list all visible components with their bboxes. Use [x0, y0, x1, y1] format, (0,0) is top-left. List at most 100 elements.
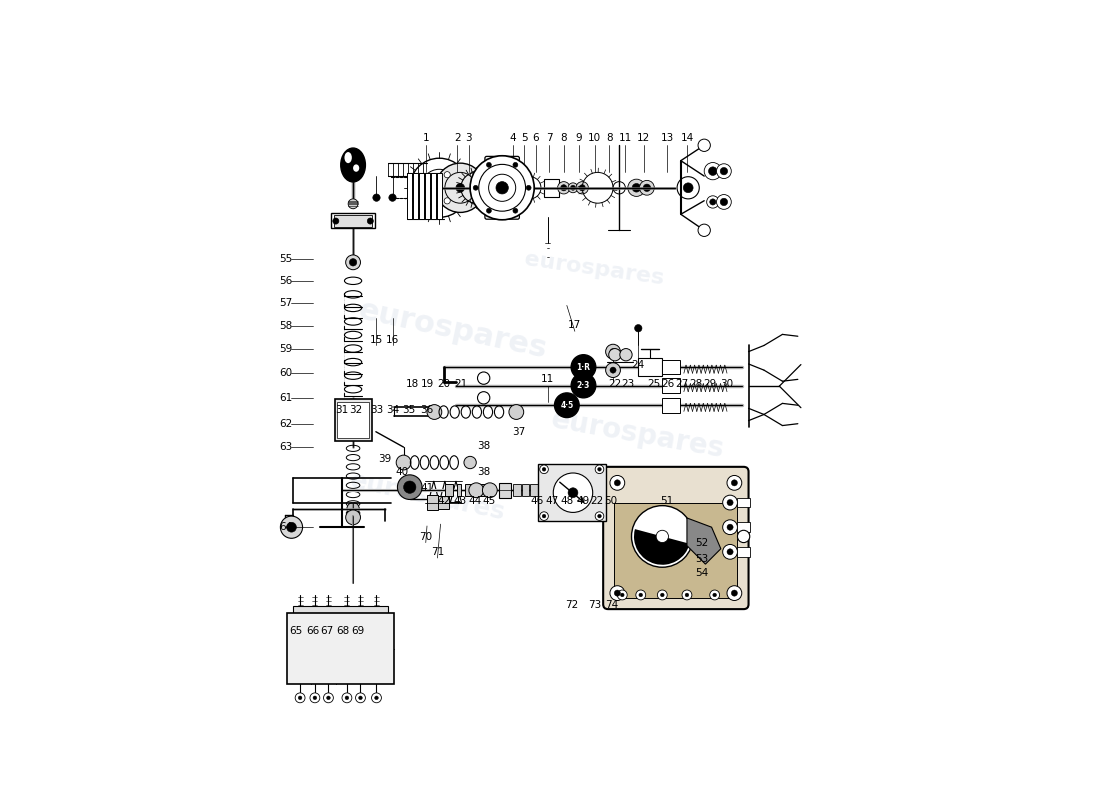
- Circle shape: [327, 696, 330, 700]
- Wedge shape: [634, 529, 690, 565]
- Circle shape: [727, 524, 733, 530]
- Text: 71: 71: [431, 547, 444, 558]
- Bar: [478, 484, 486, 496]
- Circle shape: [606, 362, 620, 378]
- Circle shape: [473, 186, 478, 190]
- Circle shape: [310, 693, 320, 702]
- Circle shape: [619, 349, 632, 361]
- FancyBboxPatch shape: [485, 156, 519, 219]
- Circle shape: [716, 194, 732, 210]
- Circle shape: [597, 467, 602, 471]
- Text: 68: 68: [336, 626, 349, 636]
- Text: 13: 13: [661, 133, 674, 143]
- Text: 7: 7: [546, 133, 552, 143]
- Circle shape: [579, 185, 585, 191]
- Circle shape: [496, 182, 508, 194]
- Circle shape: [609, 475, 625, 490]
- Circle shape: [732, 480, 737, 486]
- Bar: [737, 498, 750, 507]
- Text: 53: 53: [695, 554, 708, 564]
- Text: 37: 37: [513, 426, 526, 437]
- Circle shape: [571, 373, 596, 398]
- Text: 51: 51: [661, 496, 674, 506]
- Circle shape: [723, 545, 737, 559]
- Bar: [538, 464, 606, 521]
- Bar: [662, 360, 680, 374]
- Circle shape: [470, 198, 476, 204]
- Circle shape: [483, 483, 497, 498]
- Bar: [438, 173, 442, 219]
- Text: 16: 16: [386, 335, 399, 345]
- Circle shape: [540, 465, 548, 474]
- Text: 30: 30: [719, 379, 733, 390]
- Text: 1·R: 1·R: [576, 362, 591, 371]
- Circle shape: [513, 208, 518, 213]
- Circle shape: [685, 593, 689, 597]
- Circle shape: [706, 196, 719, 208]
- Circle shape: [470, 172, 476, 178]
- Circle shape: [470, 156, 535, 220]
- Text: 8: 8: [606, 133, 613, 143]
- Circle shape: [558, 182, 570, 194]
- Text: 40: 40: [395, 466, 408, 477]
- Circle shape: [375, 696, 378, 700]
- Circle shape: [606, 344, 620, 359]
- Circle shape: [597, 514, 602, 518]
- Text: 3: 3: [465, 133, 472, 143]
- Circle shape: [427, 405, 442, 419]
- Text: 74: 74: [605, 601, 618, 610]
- Bar: [446, 484, 453, 496]
- Bar: [614, 502, 737, 598]
- Circle shape: [732, 590, 737, 596]
- Text: eurospares: eurospares: [349, 468, 508, 525]
- Text: 19: 19: [420, 379, 433, 390]
- Circle shape: [568, 183, 578, 193]
- Bar: [737, 522, 750, 532]
- Text: 58: 58: [279, 321, 293, 330]
- Text: 29: 29: [704, 379, 717, 390]
- Circle shape: [553, 473, 593, 513]
- Text: 57: 57: [279, 298, 293, 308]
- Circle shape: [298, 696, 301, 700]
- Circle shape: [620, 593, 624, 597]
- Text: 50: 50: [605, 496, 618, 506]
- Circle shape: [727, 549, 733, 555]
- Text: 64: 64: [279, 522, 293, 532]
- Text: 28: 28: [690, 379, 703, 390]
- Text: 38: 38: [477, 441, 491, 451]
- Circle shape: [713, 593, 716, 597]
- Circle shape: [464, 456, 476, 469]
- Circle shape: [568, 488, 578, 498]
- Circle shape: [561, 185, 566, 191]
- Text: 45: 45: [483, 496, 496, 506]
- Ellipse shape: [344, 152, 352, 163]
- Bar: [539, 484, 547, 496]
- Circle shape: [345, 510, 361, 525]
- Circle shape: [455, 183, 464, 192]
- Bar: [331, 213, 375, 229]
- Bar: [419, 173, 424, 219]
- Text: 46: 46: [530, 496, 543, 506]
- Circle shape: [314, 696, 317, 700]
- Circle shape: [683, 183, 693, 193]
- Circle shape: [346, 502, 360, 515]
- Text: 22: 22: [591, 496, 604, 506]
- Bar: [514, 484, 520, 496]
- Circle shape: [628, 179, 645, 197]
- Text: 33: 33: [371, 405, 384, 415]
- Text: 23: 23: [621, 379, 635, 390]
- Circle shape: [509, 405, 524, 419]
- Text: 11: 11: [618, 133, 632, 143]
- Circle shape: [540, 512, 548, 521]
- Circle shape: [656, 530, 669, 542]
- Circle shape: [526, 186, 531, 190]
- FancyBboxPatch shape: [603, 467, 748, 609]
- Ellipse shape: [353, 164, 360, 172]
- Bar: [427, 495, 438, 510]
- Circle shape: [698, 224, 711, 237]
- Bar: [337, 402, 370, 438]
- Text: 48: 48: [561, 496, 574, 506]
- Circle shape: [595, 512, 604, 521]
- Circle shape: [345, 696, 349, 700]
- Bar: [662, 378, 680, 393]
